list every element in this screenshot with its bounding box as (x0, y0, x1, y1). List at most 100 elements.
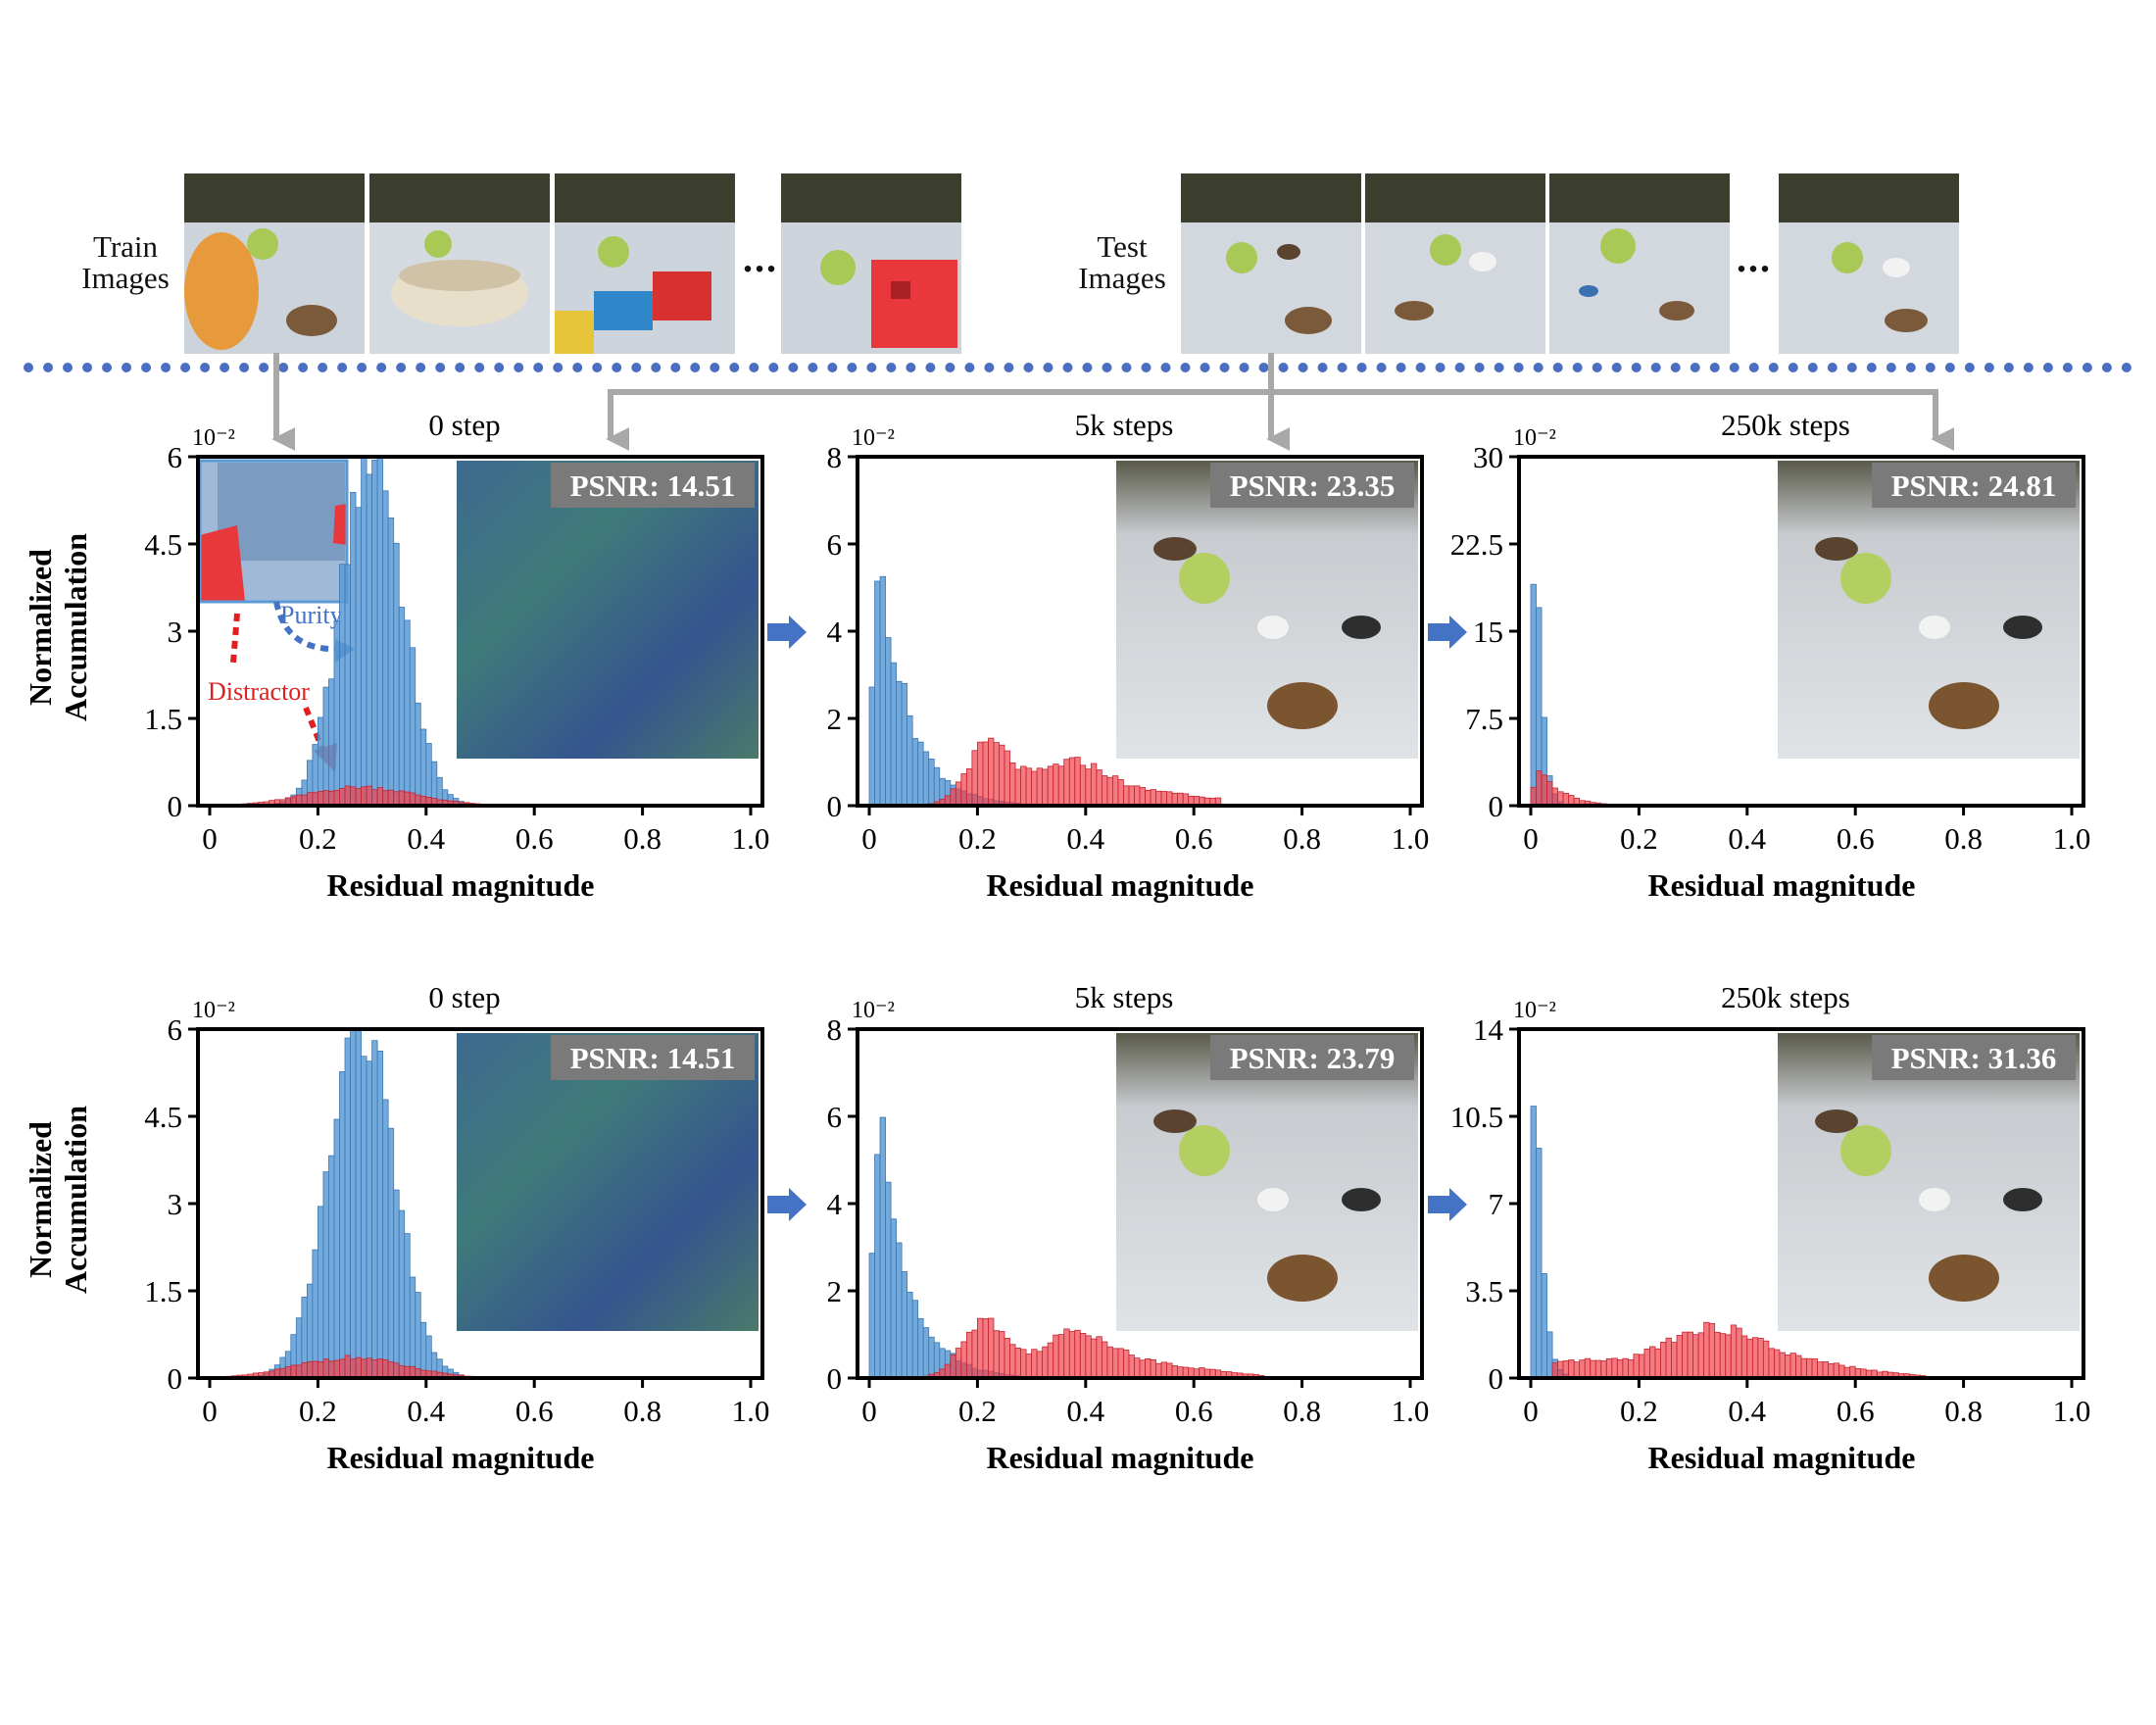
purity-bar (928, 1336, 935, 1378)
psnr-label: PSNR: 14.51 (570, 468, 736, 503)
purity-bar (361, 1056, 368, 1378)
x-tick-label: 0.6 (1837, 821, 1875, 856)
y-tick-label: 0 (827, 789, 843, 823)
distractor-bar (333, 1359, 340, 1378)
distractor-bar (1536, 770, 1543, 806)
x-tick-label: 0.8 (623, 1394, 662, 1428)
psnr-label: PSNR: 23.35 (1230, 468, 1396, 503)
y-tick-label: 4.5 (144, 1100, 182, 1134)
purity-bar (339, 564, 346, 806)
purity-arrow (273, 601, 344, 653)
psnr-label: PSNR: 23.79 (1230, 1041, 1396, 1075)
purity-bar (415, 702, 421, 806)
purity-bar (350, 491, 357, 806)
overlay-render-image: PSNR: 23.35 (1116, 461, 1418, 759)
overlay-render-image: PSNR: 14.51 (457, 1033, 759, 1331)
x-tick-label: 0.4 (1066, 1394, 1104, 1428)
scale-label: 10⁻² (1513, 425, 1556, 451)
distractor-bar (1020, 765, 1027, 806)
train-image-2 (369, 173, 550, 354)
distractor-bar (1101, 1341, 1108, 1378)
distractor-bar (1833, 1362, 1840, 1378)
distractor-bar (1568, 1359, 1575, 1378)
distractor-bar (1117, 1348, 1124, 1378)
distractor-bar (387, 789, 395, 806)
y-tick-label: 8 (827, 1012, 843, 1047)
distractor-bar (1697, 1332, 1705, 1378)
distractor-bar (1150, 1359, 1156, 1378)
purity-bar (868, 686, 875, 806)
distractor-bar (404, 791, 411, 806)
purity-bar (317, 1206, 324, 1378)
y-tick-label: 2 (827, 702, 843, 736)
y-tick-label: 0 (1489, 1361, 1504, 1396)
distractor-bar (1053, 764, 1059, 806)
purity-bar (911, 1300, 919, 1378)
panel-title: 5k steps (1075, 980, 1174, 1014)
purity-bar (874, 580, 881, 806)
bars-group (1530, 583, 1629, 806)
train-image-1 (184, 173, 365, 354)
distractor-bar (306, 1360, 314, 1378)
distractor-bar (1579, 1359, 1586, 1378)
purity-bar (885, 637, 892, 806)
purity-bar (906, 715, 913, 806)
purity-bar (901, 1271, 908, 1378)
distractor-bar (1031, 770, 1038, 806)
purity-bar (1541, 1273, 1547, 1378)
distractor-bar (301, 1362, 308, 1378)
distractor-bar (1719, 1333, 1727, 1378)
distractor-bar (339, 788, 346, 806)
y-tick-label: 1.5 (144, 1274, 182, 1308)
distractor-bar (1649, 1346, 1656, 1378)
y-tick-label: 0 (168, 789, 183, 823)
distractor-bar (1090, 763, 1098, 806)
psnr-badge (1872, 463, 2076, 508)
distractor-bar (1101, 775, 1108, 806)
distractor-bar (1811, 1358, 1818, 1378)
purity-bar (879, 575, 886, 806)
purity-bar (404, 1233, 411, 1378)
distractor-bar (317, 791, 324, 806)
distractor-bar (1757, 1338, 1764, 1378)
distractor-bar (376, 787, 384, 806)
distractor-bar (1096, 769, 1102, 806)
purity-bar (409, 647, 416, 806)
distractor-bar (371, 1358, 378, 1378)
x-tick-label: 0 (1523, 821, 1539, 856)
distractor-bar (1530, 786, 1537, 806)
train-images-label: Train Images (81, 229, 170, 295)
distractor-bar (1128, 1355, 1135, 1378)
psnr-badge (1210, 463, 1414, 508)
psnr-label: PSNR: 31.36 (1891, 1041, 2057, 1075)
y-tick-label: 4 (827, 615, 843, 649)
distractor-bar (1541, 774, 1547, 806)
distractor-bar (982, 741, 989, 806)
y-axis-label-line: Accumulation (58, 1106, 93, 1294)
histogram-panel-1: PSNR: 14.51 Purity Distractor 0 0.2 0.4 0.6 0.8… (23, 408, 769, 903)
distractor-bar (950, 788, 956, 806)
purity-bar (355, 1029, 362, 1378)
x-tick-label: 1.0 (1392, 1394, 1430, 1428)
x-tick-label: 0.2 (958, 1394, 997, 1428)
x-tick-label: 1.0 (2053, 821, 2091, 856)
distractor-bar (1004, 750, 1010, 806)
distractor-bar (1014, 768, 1021, 806)
distractor-bar (1622, 1357, 1629, 1378)
purity-bar (409, 1276, 416, 1378)
distractor-bar (1714, 1331, 1721, 1378)
distractor-bar (1779, 1352, 1786, 1378)
distractor-bar (1676, 1335, 1683, 1378)
distractor-bar (1085, 1335, 1092, 1378)
distractor-bar (1665, 1337, 1672, 1378)
x-tick-label: 0.8 (1944, 1394, 1983, 1428)
distractor-bar (955, 781, 962, 806)
psnr-badge (551, 1035, 755, 1080)
purity-bar (333, 619, 340, 806)
distractor-bar (1600, 1360, 1607, 1378)
distractor-bar (1117, 779, 1124, 806)
distractor-bar (1160, 791, 1167, 806)
distractor-bar (361, 786, 368, 806)
distractor-bar (312, 1360, 318, 1378)
distractor-bar (1639, 1354, 1645, 1378)
